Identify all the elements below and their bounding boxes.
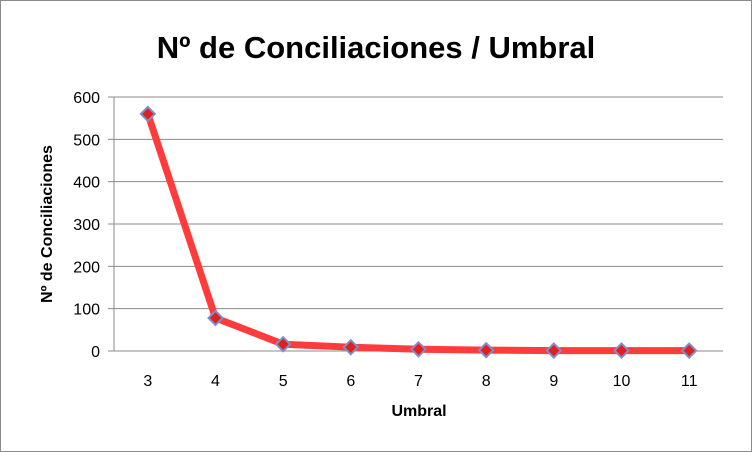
gridlines xyxy=(108,96,723,352)
x-tick-label: 3 xyxy=(143,373,152,390)
data-point-marker xyxy=(410,340,427,358)
y-tick-label: 500 xyxy=(73,132,100,149)
x-tick-label: 6 xyxy=(346,373,355,390)
chart-title: Nº de Conciliaciones / Umbral xyxy=(157,30,596,65)
series-line xyxy=(144,110,693,355)
data-point-marker xyxy=(545,342,563,359)
y-tick-label: 100 xyxy=(73,302,100,319)
y-axis-ticks: 0 100 200 300 400 500 600 xyxy=(73,90,100,361)
data-point-marker xyxy=(477,341,495,359)
data-point-marker xyxy=(613,342,630,359)
x-tick-label: 4 xyxy=(211,373,220,390)
x-tick-label: 7 xyxy=(414,373,423,390)
x-axis-label: Umbral xyxy=(391,403,446,420)
data-point-marker xyxy=(207,309,224,327)
data-point-marker xyxy=(680,342,698,359)
data-point-marker xyxy=(274,335,292,353)
y-tick-label: 300 xyxy=(73,217,100,234)
x-tick-label: 10 xyxy=(613,373,631,390)
x-tick-label: 9 xyxy=(549,373,558,390)
x-tick-label: 5 xyxy=(279,373,288,390)
y-tick-label: 0 xyxy=(91,344,100,361)
y-axis-label: Nº de Conciliaciones xyxy=(39,145,56,303)
data-point-marker xyxy=(139,105,157,123)
x-tick-label: 8 xyxy=(482,373,491,390)
x-tick-label: 11 xyxy=(681,373,698,390)
y-tick-label: 400 xyxy=(73,175,100,192)
x-axis-ticks: 3 4 5 6 7 8 9 10 11 xyxy=(143,373,697,390)
y-tick-label: 200 xyxy=(73,259,100,276)
y-tick-label: 600 xyxy=(73,90,100,107)
series xyxy=(139,105,698,359)
data-point-marker xyxy=(342,338,360,356)
